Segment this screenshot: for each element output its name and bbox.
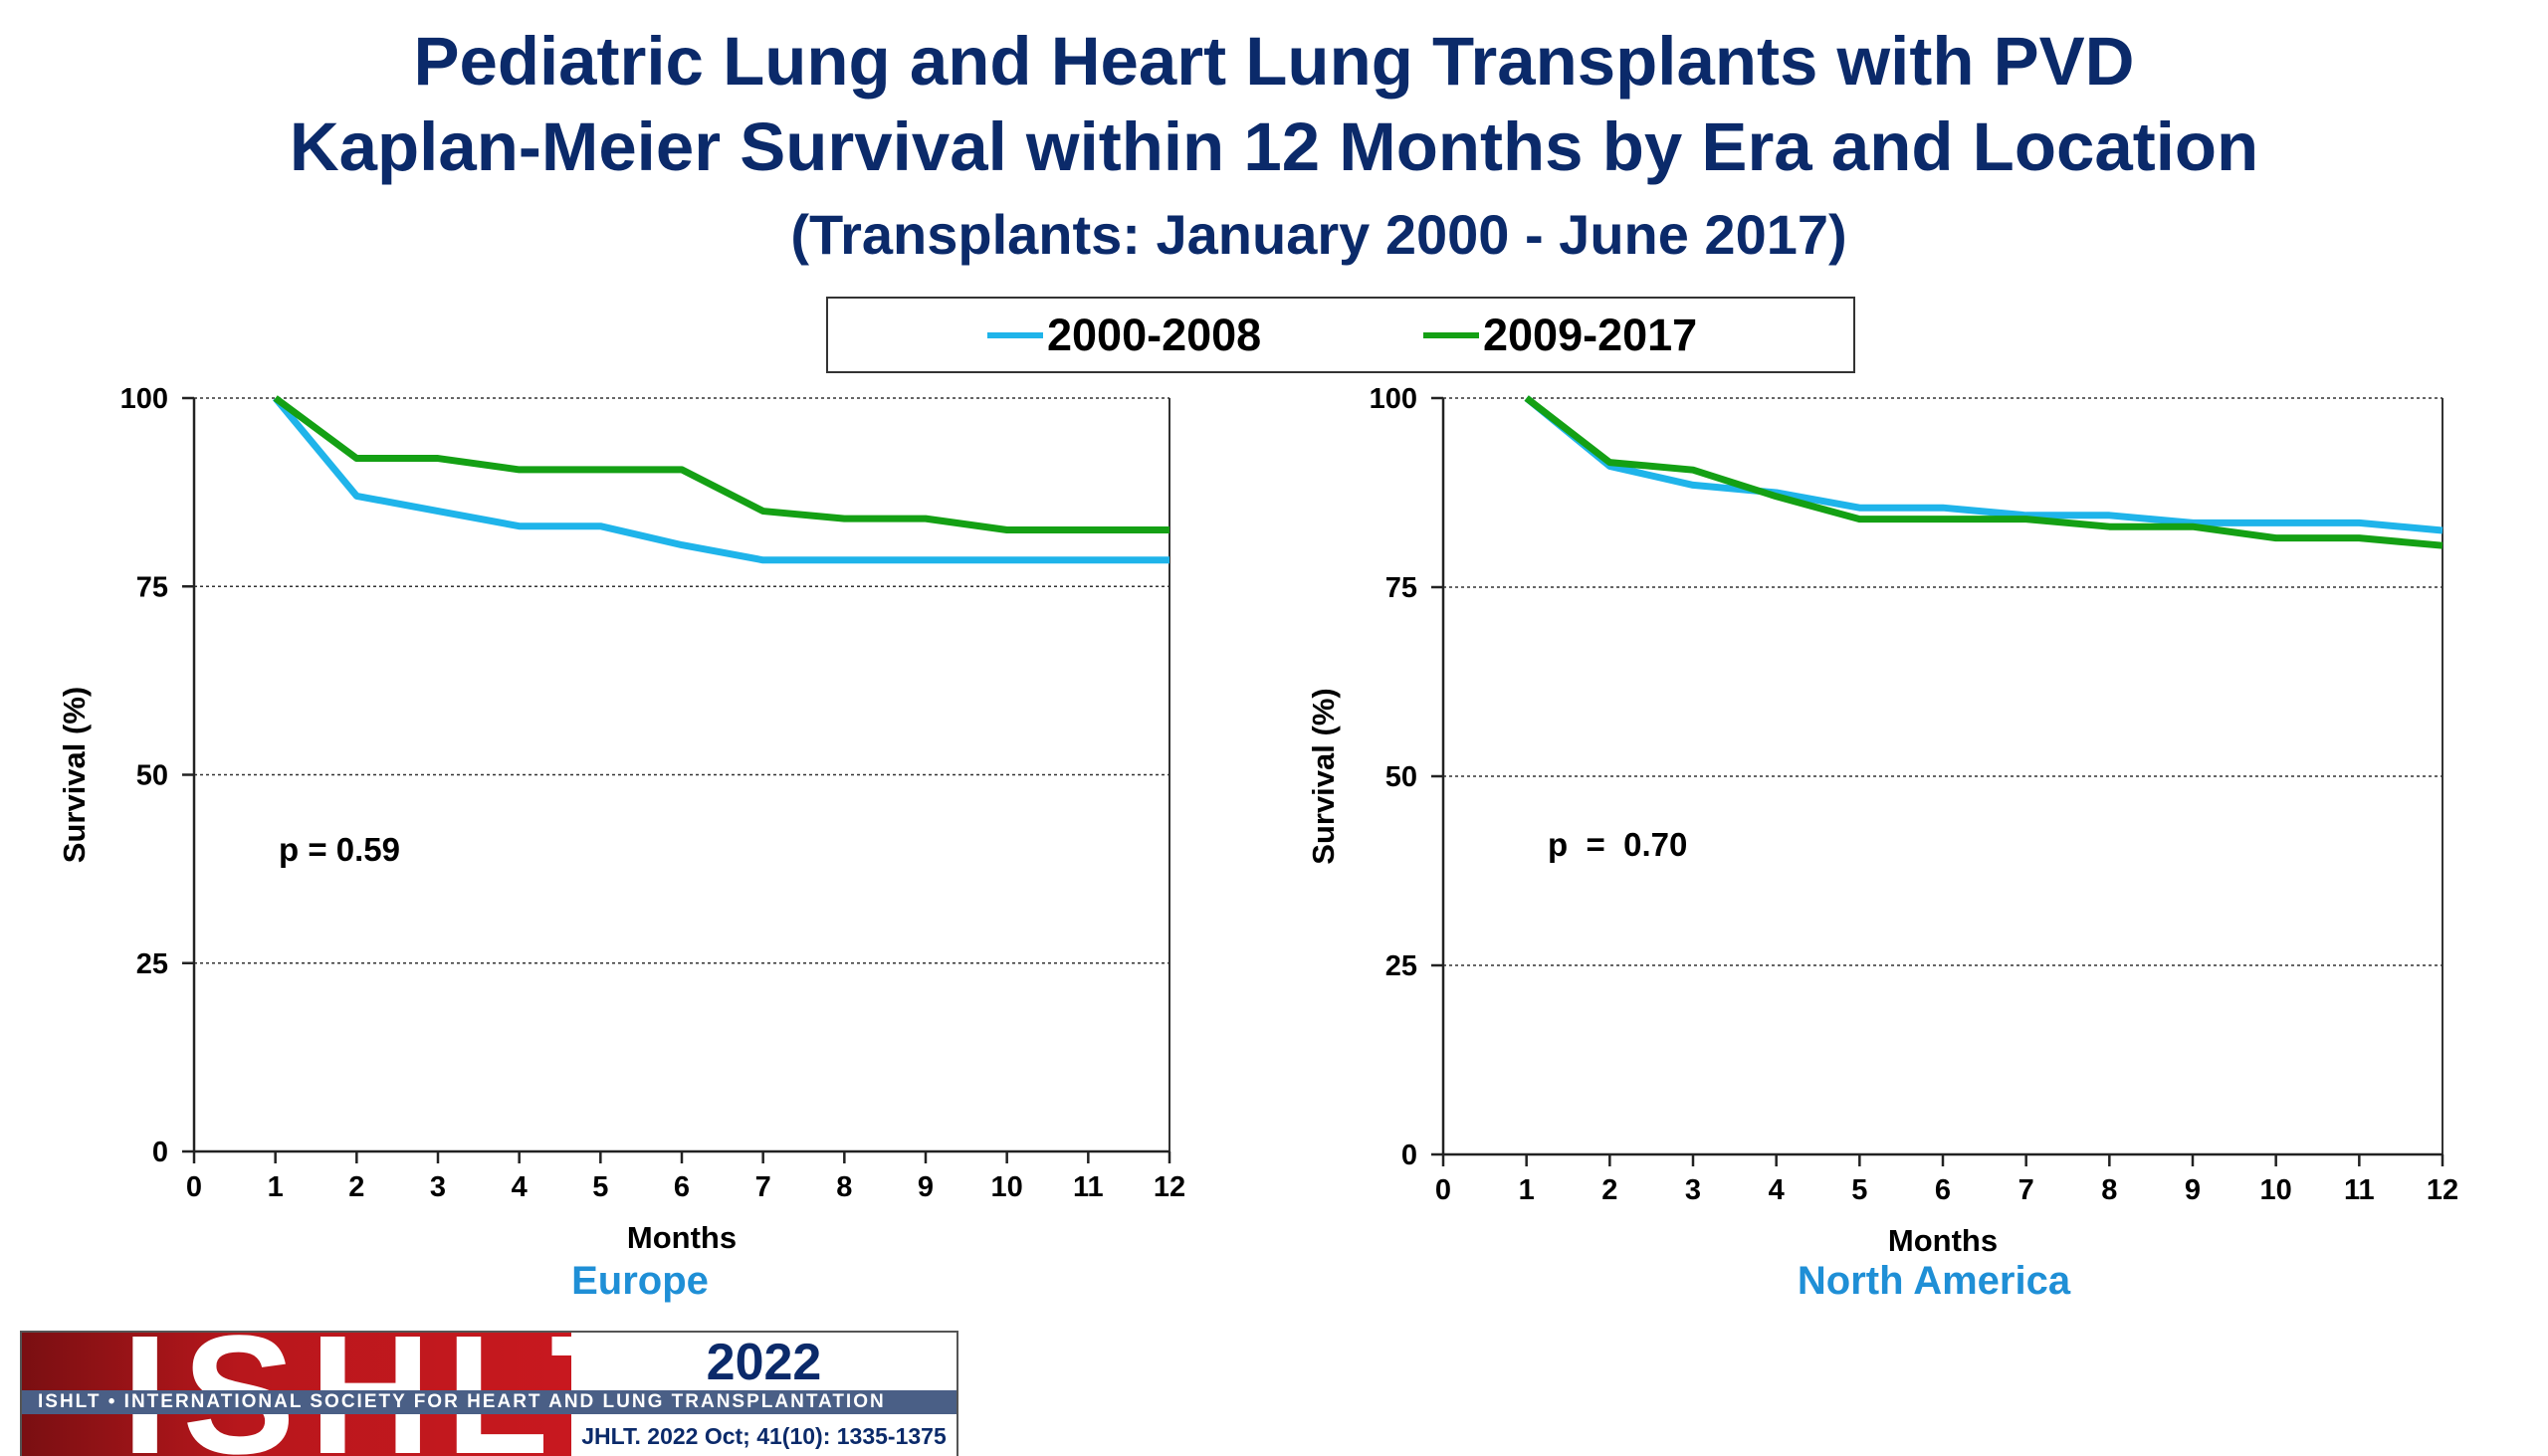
logo-band-text: ISHLT • INTERNATIONAL SOCIETY FOR HEART … <box>22 1390 956 1414</box>
y-tick-label: 0 <box>1401 1140 1417 1171</box>
y-tick-label: 75 <box>1385 572 1417 604</box>
y-tick-label: 75 <box>136 571 168 603</box>
legend-swatch <box>987 331 1043 338</box>
x-tick-label: 5 <box>592 1171 608 1203</box>
y-tick-label: 0 <box>152 1137 168 1168</box>
x-tick-label: 3 <box>430 1171 446 1203</box>
x-tick-label: 2 <box>1601 1174 1617 1206</box>
x-tick-label: 3 <box>1685 1174 1701 1206</box>
series-line-2000-2008 <box>272 395 1169 564</box>
title-line-1: Pediatric Lung and Heart Lung Transplant… <box>413 23 2135 100</box>
x-tick-label: 1 <box>268 1171 284 1203</box>
x-tick-label: 7 <box>2018 1174 2034 1206</box>
x-axis-title: Months <box>627 1220 737 1255</box>
ishlt-logo: ISHLT ISHLT • INTERNATIONAL SOCIETY FOR … <box>20 1331 958 1456</box>
x-tick-label: 2 <box>348 1171 364 1203</box>
legend-label: 2000-2008 <box>1047 309 1262 360</box>
x-tick-label: 12 <box>1154 1171 1185 1203</box>
legend-swatch <box>1423 331 1479 338</box>
x-tick-label: 9 <box>918 1171 934 1203</box>
x-tick-label: 1 <box>1519 1174 1535 1206</box>
logo-citation: JHLT. 2022 Oct; 41(10): 1335-1375 <box>581 1423 947 1449</box>
p-value-annotation: p = 0.70 <box>1548 826 1687 863</box>
x-tick-label: 10 <box>991 1171 1023 1203</box>
panel-label: Europe <box>571 1259 709 1303</box>
series-line-2000-2008 <box>1524 395 2443 534</box>
x-tick-label: 4 <box>512 1171 528 1203</box>
x-tick-label: 5 <box>1851 1174 1867 1206</box>
y-tick-label: 25 <box>136 948 168 980</box>
series-line-2009-2017 <box>1524 395 2443 549</box>
y-tick-label: 50 <box>1385 761 1417 793</box>
x-tick-label: 11 <box>2344 1174 2375 1206</box>
x-tick-label: 4 <box>1769 1174 1785 1206</box>
x-tick-label: 6 <box>1935 1174 1951 1206</box>
x-tick-label: 11 <box>1073 1171 1104 1203</box>
legend-item-2009-2017: 2009-2017 <box>1423 299 1697 371</box>
x-tick-label: 9 <box>2185 1174 2201 1206</box>
legend-item-2000-2008: 2000-2008 <box>987 299 1261 371</box>
y-tick-label: 100 <box>120 383 168 415</box>
x-tick-label: 10 <box>2260 1174 2292 1206</box>
legend-label: 2009-2017 <box>1483 309 1698 360</box>
legend: 2000-2008 2009-2017 <box>826 297 1855 373</box>
panel-label: North America <box>1798 1259 2071 1303</box>
x-axis-title: Months <box>1888 1223 1998 1258</box>
x-tick-label: 8 <box>2101 1174 2117 1206</box>
x-tick-label: 8 <box>836 1171 852 1203</box>
p-value-annotation: p = 0.59 <box>279 831 400 868</box>
y-axis-title: Survival (%) <box>57 687 92 863</box>
y-tick-label: 100 <box>1370 383 1417 415</box>
y-tick-label: 25 <box>1385 950 1417 982</box>
x-tick-label: 6 <box>674 1171 690 1203</box>
series-line-2009-2017 <box>273 395 1169 533</box>
subtitle: (Transplants: January 2000 - June 2017) <box>790 203 1847 266</box>
x-tick-label: 12 <box>2427 1174 2458 1206</box>
y-axis-title: Survival (%) <box>1306 688 1341 864</box>
x-tick-label: 0 <box>1435 1174 1451 1206</box>
title-line-2: Kaplan-Meier Survival within 12 Months b… <box>289 108 2259 185</box>
x-tick-label: 0 <box>186 1171 202 1203</box>
x-tick-label: 7 <box>755 1171 771 1203</box>
logo-year: 2022 <box>706 1334 822 1391</box>
y-tick-label: 50 <box>136 760 168 792</box>
